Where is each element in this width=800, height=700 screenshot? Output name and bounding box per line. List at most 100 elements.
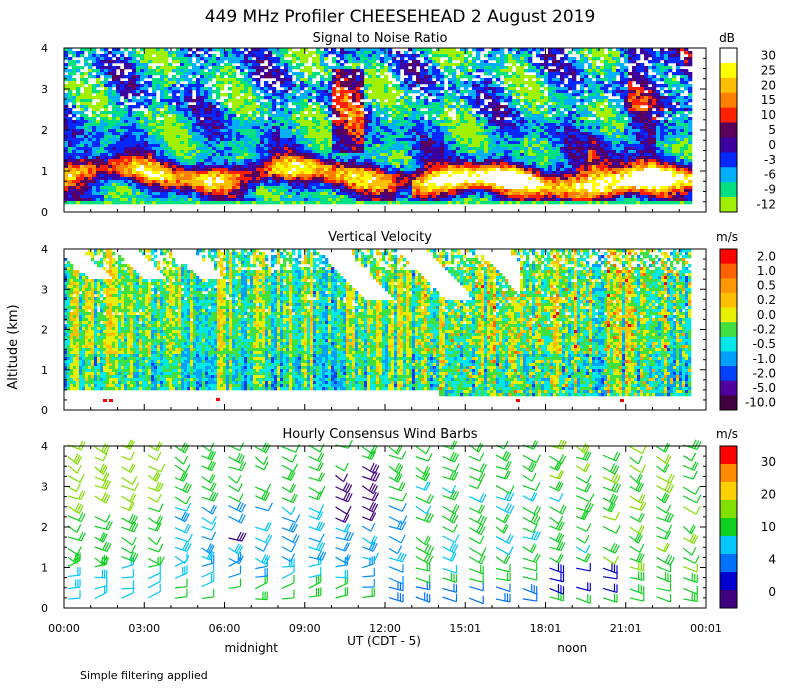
wind-barb	[495, 440, 509, 450]
x-tick-label: 03:00	[128, 622, 160, 635]
wind-barb	[602, 472, 621, 484]
wind-barb	[629, 524, 645, 535]
wind-barb	[228, 513, 246, 524]
wind-barb	[362, 511, 377, 522]
wind-barb	[254, 490, 270, 502]
wind-barb	[281, 470, 296, 481]
vv-colorbar-swatch	[720, 249, 737, 265]
wind-barb	[228, 531, 247, 542]
vv-colorbar-label: -2.0	[753, 366, 776, 380]
wind-barb	[201, 504, 217, 515]
vv-colorbar-frame	[719, 248, 738, 411]
wind-barb	[442, 534, 460, 543]
wind-barb	[415, 512, 434, 523]
snr-y-tick-label: 3	[41, 83, 48, 96]
wind-barb	[308, 452, 325, 463]
wind-barb	[147, 463, 166, 473]
wind-barb	[495, 554, 511, 565]
wind-barb	[308, 574, 322, 589]
wind-barb	[683, 564, 698, 573]
wind-barb	[148, 543, 164, 553]
wind-barb	[495, 546, 514, 556]
wind-barb	[228, 461, 247, 472]
wind-barb	[576, 510, 589, 521]
wind-barb	[602, 463, 620, 475]
wind-barb	[254, 543, 269, 552]
wind-barb	[629, 464, 646, 474]
x-tick-label: 18:01	[530, 622, 562, 635]
wind-barb	[94, 443, 111, 455]
wind-barb	[94, 479, 112, 490]
wind-barb	[629, 593, 645, 602]
wind-barb	[201, 482, 217, 492]
snr-colorbar-swatch	[720, 167, 737, 183]
snr-colorbar-swatch	[720, 62, 737, 79]
wind-barb	[522, 584, 538, 595]
snr-colorbar-label: 15	[761, 93, 776, 107]
wind-barb	[629, 445, 647, 455]
snr-colorbar-swatch	[720, 48, 737, 64]
snr-colorbar-swatch	[720, 182, 737, 198]
wind-barb	[121, 493, 137, 503]
wind-barb	[94, 513, 111, 523]
wind-barb	[522, 491, 538, 502]
wind-barb	[495, 491, 515, 502]
wind-barb	[174, 442, 190, 454]
wind-barb	[94, 569, 108, 579]
wind-barb	[388, 545, 403, 555]
wind-barb	[388, 462, 404, 475]
wind-barb	[281, 553, 296, 562]
wind-barb	[361, 482, 378, 495]
wind-barb	[549, 515, 564, 525]
wind-barb	[94, 577, 108, 590]
vv-colorbar-label: 0.5	[757, 279, 776, 293]
wind-barb	[549, 504, 567, 515]
wind-barb	[442, 583, 458, 593]
wind-barb	[308, 490, 324, 501]
wind-barb	[522, 553, 541, 563]
wind-barb	[335, 491, 353, 503]
wind-colorbar-label: 10	[761, 520, 776, 534]
wind-barb	[228, 483, 243, 493]
wind-barb	[469, 595, 484, 605]
wind-barb	[281, 543, 296, 553]
wind-barb	[255, 591, 268, 601]
wind-colorbar-swatch	[720, 446, 737, 465]
wind-barb	[147, 471, 161, 483]
wind-barb	[201, 543, 215, 555]
snr-panel-title: Signal to Noise Ratio	[313, 31, 448, 46]
wind-barb	[362, 578, 375, 588]
wind-barb	[361, 535, 378, 546]
snr-colorbar-swatch	[720, 152, 737, 168]
vv-colorbar-swatch	[720, 395, 737, 411]
wind-barb	[522, 593, 538, 602]
wind-barb	[495, 572, 511, 582]
wind-barb	[576, 482, 592, 493]
wind-barb	[576, 562, 591, 572]
wind-barb	[388, 592, 404, 603]
x-tick-label: 12:00	[369, 622, 401, 635]
wind-colorbar-label: 30	[761, 455, 776, 469]
wind-barb	[522, 472, 537, 482]
wind-barb	[522, 562, 538, 572]
wind-barb	[281, 533, 300, 544]
wind-barb	[335, 523, 351, 533]
wind-barb	[121, 584, 135, 599]
wind-barb	[281, 589, 295, 600]
wind-barb	[522, 454, 541, 464]
wind-barb	[495, 523, 509, 534]
wind-barb	[575, 523, 592, 533]
vv-colorbar-label: -10.0	[745, 396, 776, 410]
snr-colorbar-label: -6	[764, 168, 776, 182]
wind-barb	[442, 490, 460, 501]
wind-barb	[442, 572, 458, 583]
wind-barb	[121, 482, 140, 492]
wind-barb	[228, 578, 242, 590]
wind-barb	[67, 474, 85, 483]
wind-barb	[442, 504, 460, 515]
snr-colorbar-swatch	[720, 122, 737, 138]
wind-barb	[67, 464, 82, 474]
wind-barb	[174, 455, 189, 465]
snr-colorbar-label: 25	[761, 63, 776, 77]
wind-barb	[656, 572, 672, 583]
